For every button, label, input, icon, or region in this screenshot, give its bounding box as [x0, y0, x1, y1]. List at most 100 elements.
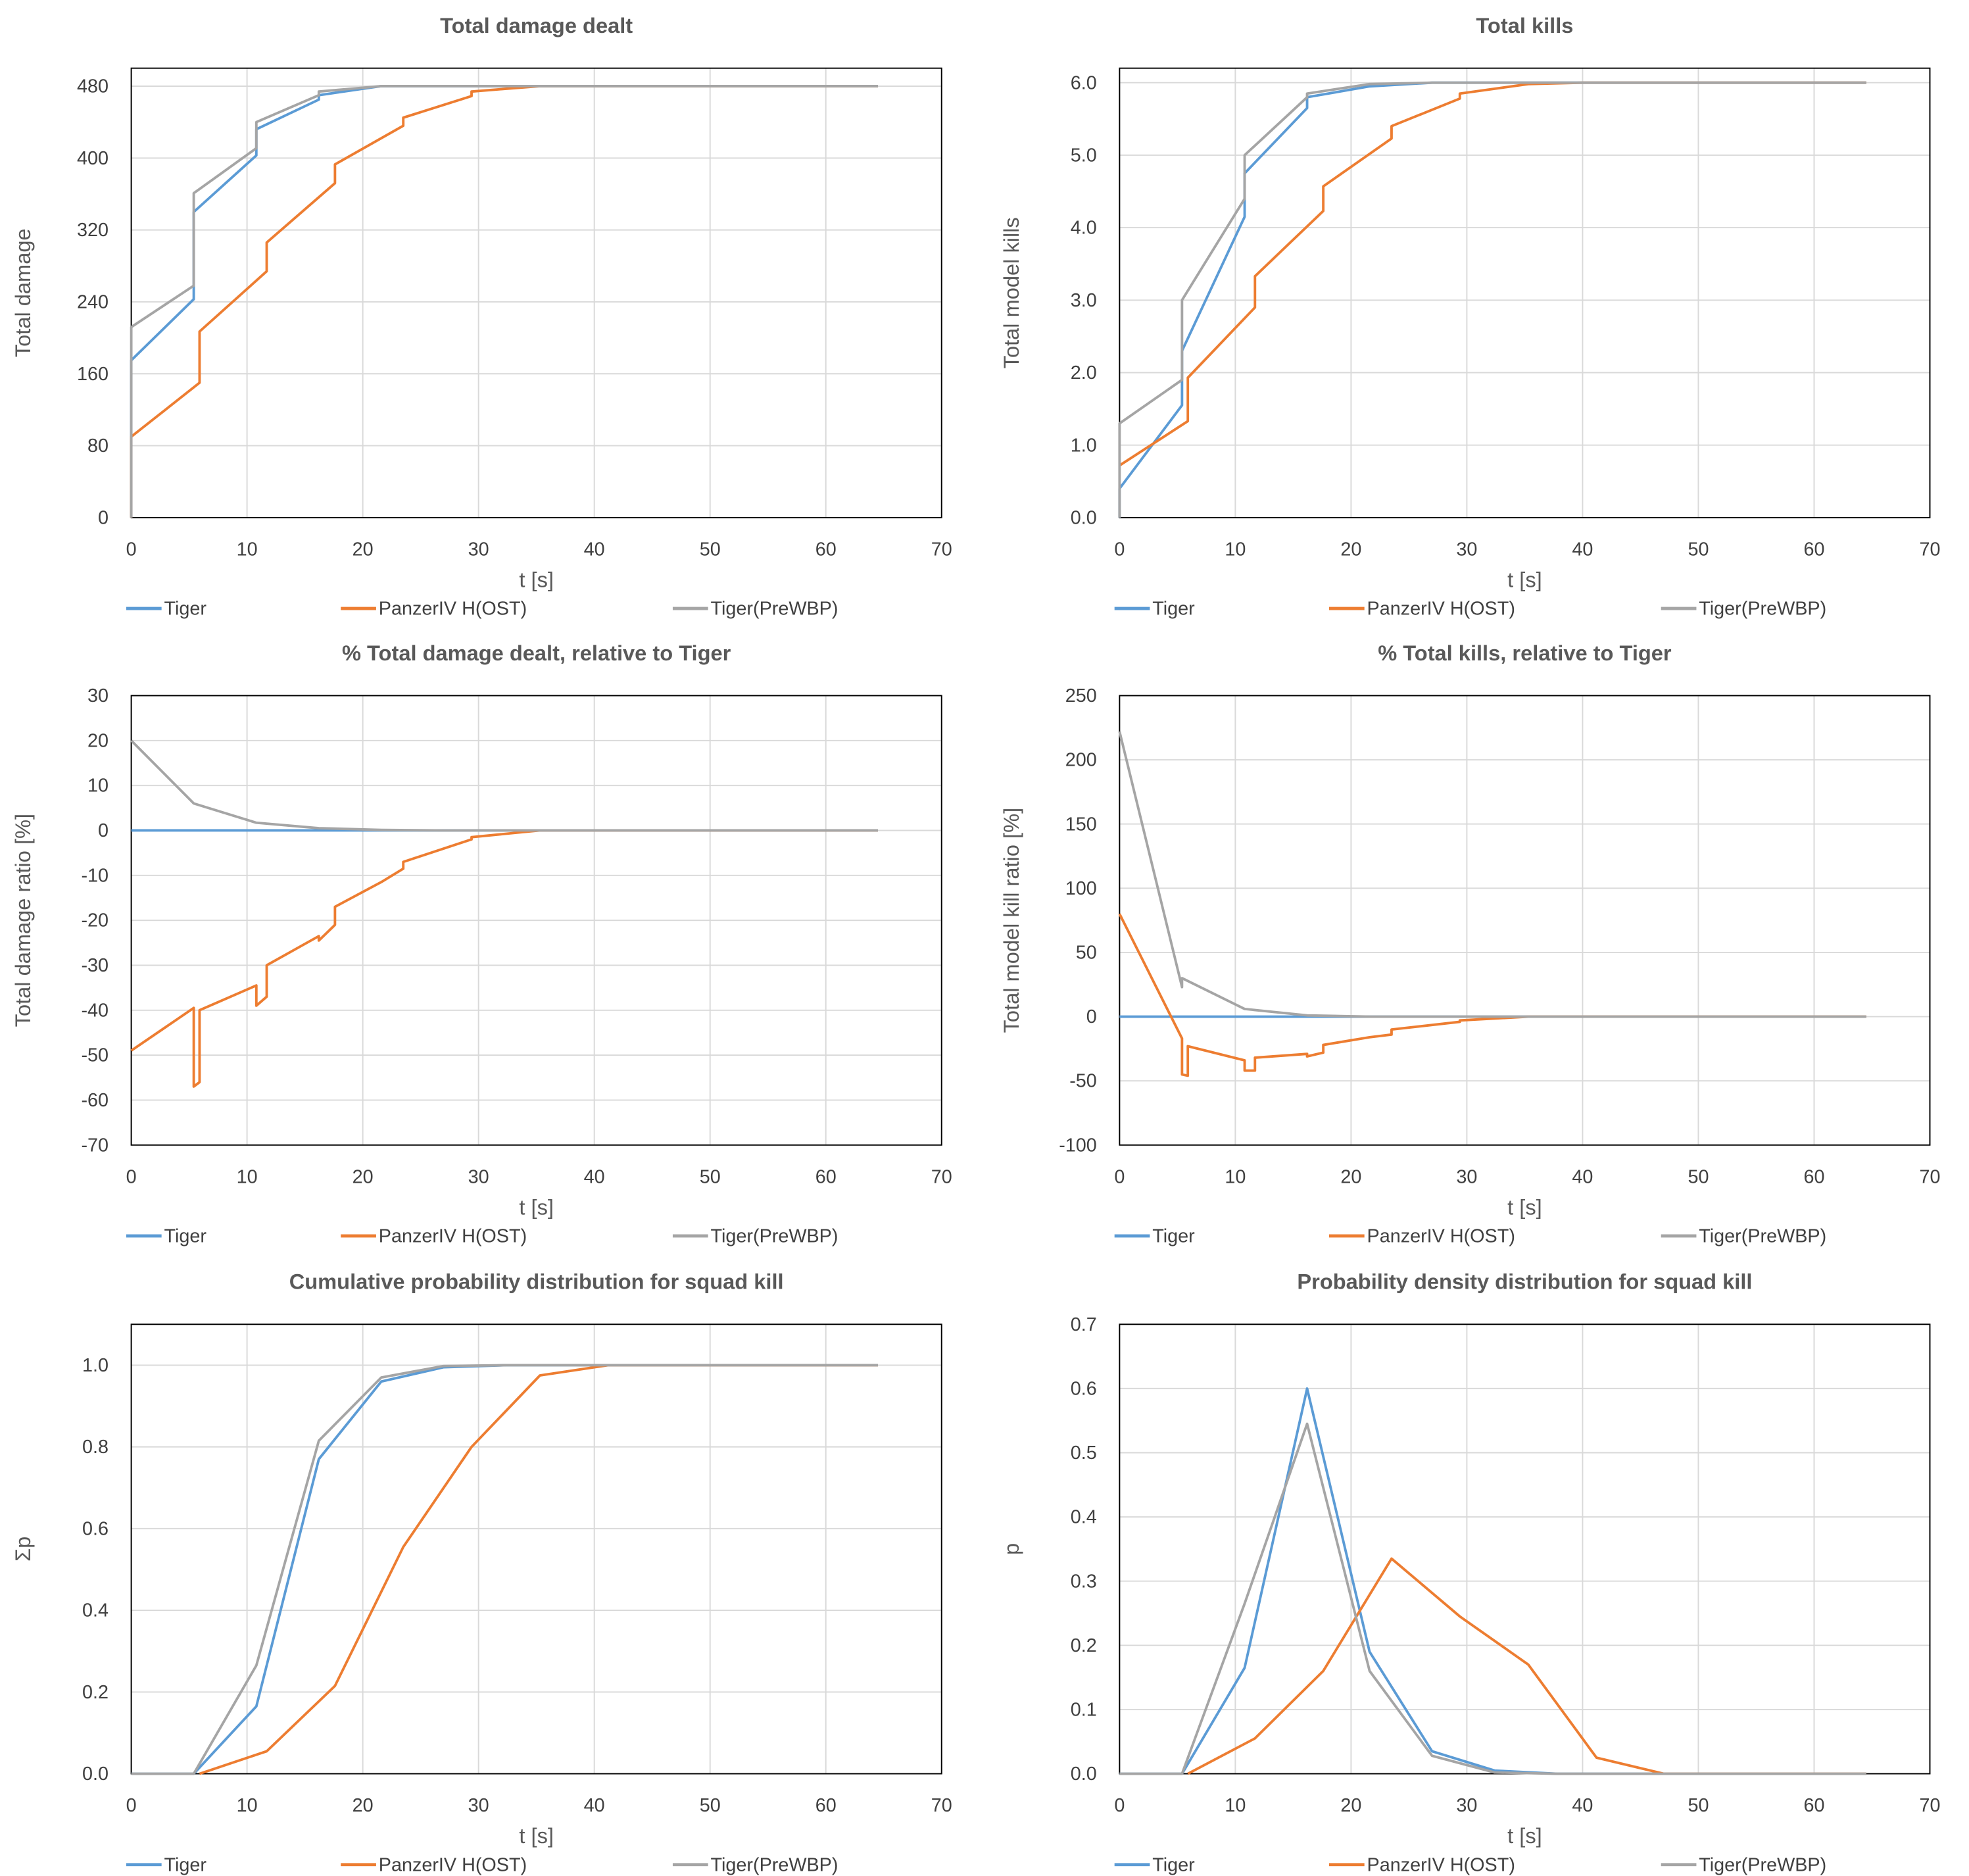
- legend-label: Tiger(PreWBP): [1699, 1854, 1826, 1875]
- legend-label: PanzerIV H(OST): [379, 1226, 527, 1247]
- legend-label: PanzerIV H(OST): [1367, 599, 1515, 620]
- y-axis-label: Total model kills: [999, 217, 1023, 368]
- legend-label: Tiger: [1152, 1854, 1195, 1875]
- series-line-tiger-prewbp-: [1118, 731, 1866, 1018]
- series-line-panzeriv-h-ost-: [1187, 1557, 1866, 1775]
- chart-title: Total kills: [1476, 13, 1573, 37]
- x-tick-label: 10: [237, 539, 258, 560]
- legend-label: PanzerIV H(OST): [1367, 1854, 1515, 1875]
- chart-title: Cumulative probability distribution for …: [289, 1270, 784, 1294]
- x-tick-label: 70: [1920, 1795, 1941, 1816]
- x-axis-label: t [s]: [1507, 1823, 1542, 1848]
- x-tick-label: 60: [815, 1166, 837, 1187]
- y-tick-label: 0: [98, 507, 109, 528]
- x-axis-label: t [s]: [519, 567, 554, 591]
- chart-2: Total kills 0 10 20 30 40 50 60 70 0.0 1.0 2.0 3.0 4.…: [999, 13, 1941, 620]
- y-tick-label: 320: [77, 220, 109, 241]
- x-tick-label: 70: [931, 1795, 952, 1816]
- y-tick-label: 0.7: [1071, 1314, 1097, 1335]
- y-tick-label: 0.2: [82, 1682, 109, 1703]
- legend-label: PanzerIV H(OST): [379, 1854, 527, 1875]
- x-tick-label: 70: [931, 1166, 952, 1187]
- x-tick-label: 0: [126, 539, 137, 560]
- y-tick-label: 1.0: [1071, 435, 1097, 456]
- y-tick-label: 20: [87, 730, 109, 751]
- x-tick-label: 30: [468, 1166, 489, 1187]
- y-tick-label: 0: [98, 820, 109, 841]
- x-tick-label: 30: [1456, 1166, 1477, 1187]
- x-tick-label: 30: [1456, 539, 1477, 560]
- x-tick-label: 10: [237, 1795, 258, 1816]
- plot-area-border: [1119, 695, 1931, 1146]
- chart-title: Probability density distribution for squ…: [1297, 1270, 1752, 1294]
- y-tick-label: 3.0: [1071, 290, 1097, 311]
- series-line-tiger: [131, 1364, 879, 1775]
- x-tick-label: 20: [1340, 1795, 1361, 1816]
- legend-label: Tiger: [1152, 599, 1195, 620]
- y-axis-label: Total model kill ratio [%]: [999, 808, 1023, 1033]
- x-tick-label: 20: [352, 1166, 374, 1187]
- x-tick-label: 40: [584, 539, 605, 560]
- y-tick-label: 6.0: [1071, 72, 1097, 93]
- y-tick-label: 0.6: [82, 1518, 109, 1539]
- y-tick-label: 400: [77, 148, 109, 169]
- x-axis-label: t [s]: [1507, 567, 1542, 591]
- x-tick-label: 60: [815, 1795, 837, 1816]
- y-tick-label: -70: [81, 1135, 109, 1156]
- y-tick-label: 0.2: [1071, 1635, 1097, 1656]
- y-tick-label: 0.6: [1071, 1378, 1097, 1399]
- legend-label: Tiger(PreWBP): [711, 1226, 839, 1247]
- x-tick-label: 40: [1572, 1166, 1593, 1187]
- y-tick-label: 5.0: [1071, 145, 1097, 166]
- legend-label: Tiger: [1152, 1226, 1195, 1247]
- x-tick-label: 10: [1225, 1166, 1246, 1187]
- chart-3: % Total damage dealt, relative to Tiger 0…: [11, 641, 952, 1247]
- x-tick-label: 40: [1572, 1795, 1593, 1816]
- y-tick-label: 50: [1076, 943, 1097, 964]
- x-tick-label: 70: [1920, 539, 1941, 560]
- legend-label: Tiger(PreWBP): [711, 599, 839, 620]
- legend-label: Tiger: [164, 1854, 207, 1875]
- y-tick-label: 10: [87, 776, 109, 797]
- x-tick-label: 50: [700, 1795, 721, 1816]
- y-tick-label: 0.8: [82, 1437, 109, 1458]
- y-tick-label: -50: [81, 1045, 109, 1066]
- series-line-panzeriv-h-ost-: [1119, 81, 1866, 467]
- series-line-tiger-prewbp-: [131, 1364, 879, 1775]
- x-tick-label: 50: [700, 539, 721, 560]
- x-tick-label: 0: [126, 1795, 137, 1816]
- series-line-tiger-prewbp-: [1118, 81, 1866, 518]
- y-tick-label: 0.3: [1071, 1571, 1097, 1592]
- x-tick-label: 10: [237, 1166, 258, 1187]
- x-tick-label: 50: [1688, 1166, 1709, 1187]
- plot-area-border: [130, 695, 942, 1146]
- y-tick-label: 0.5: [1071, 1443, 1097, 1464]
- y-tick-label: 0: [1086, 1006, 1097, 1027]
- y-tick-label: -40: [81, 1000, 109, 1021]
- y-axis-label: Σp: [11, 1537, 35, 1562]
- plot-area-border: [1119, 67, 1931, 518]
- x-tick-label: 40: [584, 1166, 605, 1187]
- y-tick-label: 0.0: [1071, 507, 1097, 528]
- chart-6: Probability density distribution for squ…: [999, 1270, 1941, 1876]
- y-tick-label: -60: [81, 1090, 109, 1111]
- legend-label: Tiger(PreWBP): [1699, 1226, 1826, 1247]
- plot-area-border: [1119, 1323, 1931, 1775]
- x-tick-label: 20: [352, 539, 374, 560]
- y-tick-label: 0.0: [82, 1764, 109, 1785]
- x-axis-label: t [s]: [519, 1823, 554, 1848]
- x-tick-label: 10: [1225, 1795, 1246, 1816]
- x-tick-label: 10: [1225, 539, 1246, 560]
- series-line-panzeriv-h-ost-: [199, 1364, 879, 1775]
- chart-1: Total damage dealt 0 10 20 30 40 50 60 70 0 80 160 2…: [11, 13, 952, 620]
- y-tick-label: 160: [77, 364, 109, 385]
- y-tick-label: -20: [81, 910, 109, 931]
- x-tick-label: 60: [815, 539, 837, 560]
- y-tick-label: -30: [81, 955, 109, 976]
- x-axis-label: t [s]: [1507, 1195, 1542, 1219]
- y-tick-label: 30: [87, 685, 109, 706]
- legend-label: Tiger: [164, 1226, 207, 1247]
- y-tick-label: 0.4: [82, 1600, 109, 1621]
- chart-4: % Total kills, relative to Tiger 0 10 20 30 4…: [999, 641, 1941, 1247]
